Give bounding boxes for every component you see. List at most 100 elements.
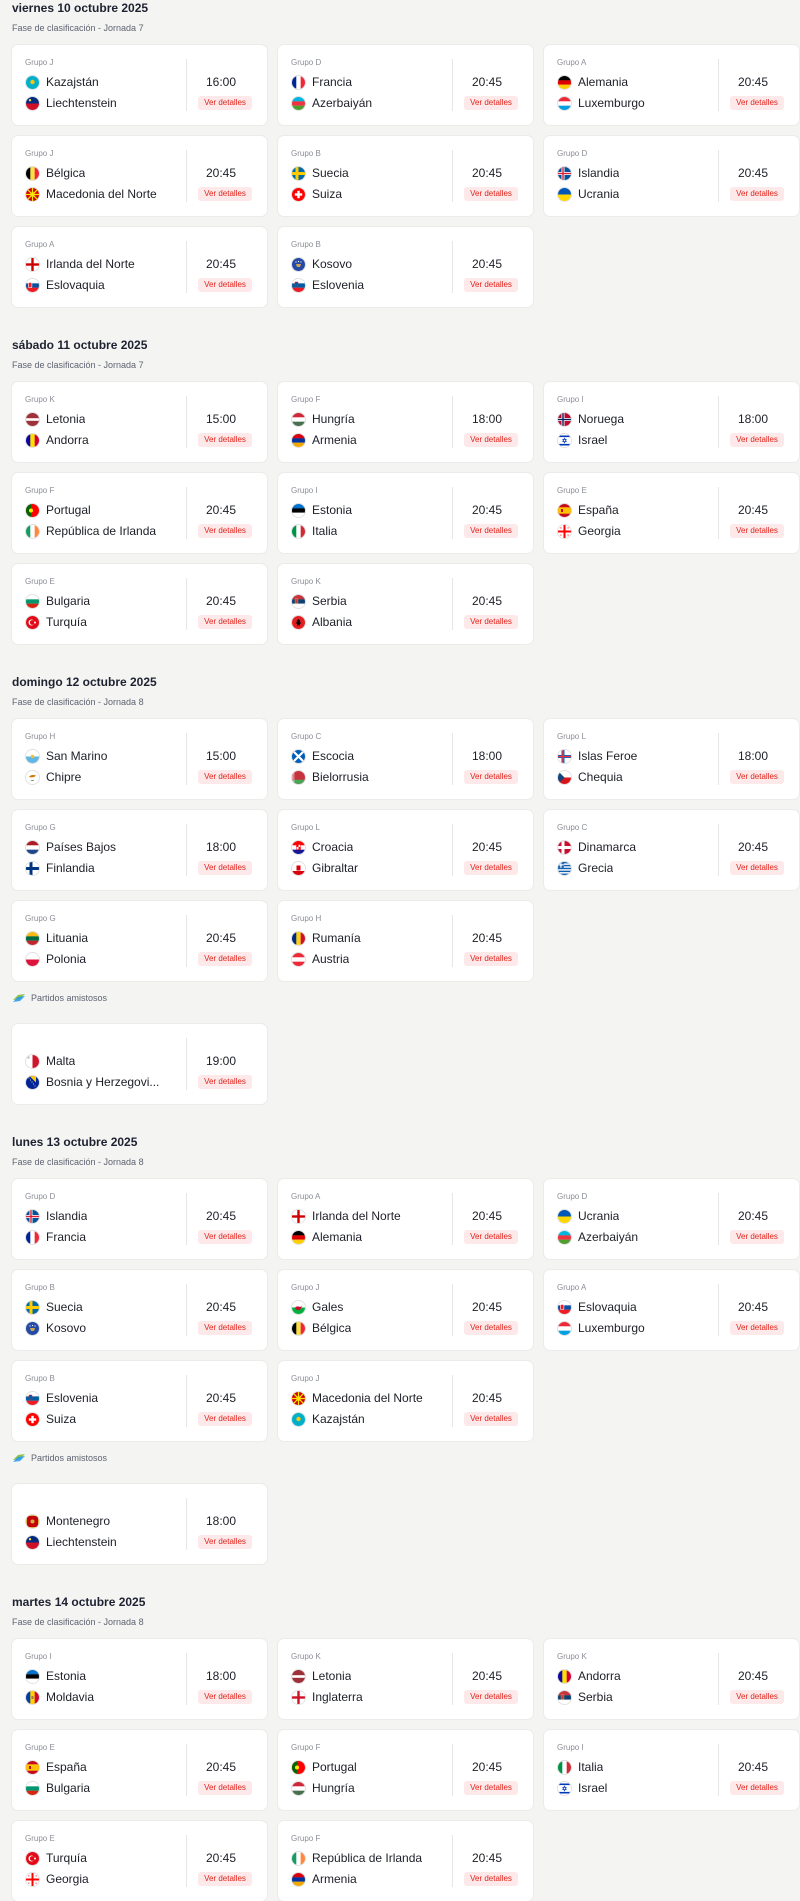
match-card[interactable]: Grupo A Eslovaquia Luxemburgo 20:45 Ver … [544,1270,799,1350]
match-card[interactable]: Grupo F República de Irlanda Armenia 20:… [278,1821,533,1901]
details-button[interactable]: Ver detalles [730,1781,784,1795]
details-button[interactable]: Ver detalles [464,1412,518,1426]
match-card[interactable]: Grupo K Serbia Albania 20:45 Ver detalle… [278,564,533,644]
match-card[interactable]: Grupo K Letonia Inglaterra 20:45 Ver det… [278,1639,533,1719]
match-card[interactable]: Grupo C Escocia Bielorrusia 18:00 Ver de… [278,719,533,799]
match-card[interactable]: Grupo I Noruega Israel 18:00 Ver detalle… [544,382,799,462]
home-team-name: Países Bajos [46,840,117,854]
details-button[interactable]: Ver detalles [198,1535,252,1549]
luxembourg-flag-icon [557,1320,572,1336]
match-card[interactable]: Grupo E Turquía Georgia 20:45 Ver detall… [12,1821,267,1901]
kickoff-time: 20:45 [471,1669,503,1683]
details-button[interactable]: Ver detalles [464,1781,518,1795]
details-button[interactable]: Ver detalles [730,1321,784,1335]
match-card[interactable]: Grupo D Ucrania Azerbaiyán 20:45 Ver det… [544,1179,799,1259]
cyprus-flag-icon [25,769,40,785]
match-card[interactable]: Grupo E España Georgia 20:45 Ver detalle… [544,473,799,553]
details-button[interactable]: Ver detalles [464,96,518,110]
details-button[interactable]: Ver detalles [464,524,518,538]
details-button[interactable]: Ver detalles [730,187,784,201]
home-team-name: Kazajstán [46,75,99,89]
match-card[interactable]: Grupo A Irlanda del Norte Alemania 20:45… [278,1179,533,1259]
match-card[interactable]: Grupo A Irlanda del Norte Eslovaquia 20:… [12,227,267,307]
match-card[interactable]: Grupo J Bélgica Macedonia del Norte 20:4… [12,136,267,216]
details-button[interactable]: Ver detalles [198,1230,252,1244]
details-button[interactable]: Ver detalles [464,1690,518,1704]
details-button[interactable]: Ver detalles [198,524,252,538]
details-button[interactable]: Ver detalles [730,96,784,110]
match-card[interactable]: Grupo F Portugal Hungría 20:45 Ver detal… [278,1730,533,1810]
azerbaijan-flag-icon [557,1229,572,1245]
details-button[interactable]: Ver detalles [198,1412,252,1426]
match-group: Grupo A [291,1192,321,1201]
match-card[interactable]: Grupo E España Bulgaria 20:45 Ver detall… [12,1730,267,1810]
details-button[interactable]: Ver detalles [730,524,784,538]
match-card[interactable]: Grupo F Portugal República de Irlanda 20… [12,473,267,553]
details-button[interactable]: Ver detalles [198,861,252,875]
details-button[interactable]: Ver detalles [198,1321,252,1335]
match-card[interactable]: Grupo I Estonia Moldavia 18:00 Ver detal… [12,1639,267,1719]
match-card[interactable]: Montenegro Liechtenstein 18:00 Ver detal… [12,1484,267,1564]
match-card[interactable]: Malta Bosnia y Herzegovi... 19:00 Ver de… [12,1024,267,1104]
match-card[interactable]: Grupo A Alemania Luxemburgo 20:45 Ver de… [544,45,799,125]
details-button[interactable]: Ver detalles [464,433,518,447]
match-card[interactable]: Grupo K Andorra Serbia 20:45 Ver detalle… [544,1639,799,1719]
away-team-name: Austria [312,952,350,966]
details-button[interactable]: Ver detalles [198,1075,252,1089]
match-card[interactable]: Grupo J Gales Bélgica 20:45 Ver detalles [278,1270,533,1350]
kickoff-time: 20:45 [471,1391,503,1405]
details-button[interactable]: Ver detalles [730,433,784,447]
estonia-flag-icon [291,502,306,518]
match-card[interactable]: Grupo G Países Bajos Finlandia 18:00 Ver… [12,810,267,890]
home-team: Portugal [291,1759,357,1775]
details-button[interactable]: Ver detalles [464,1321,518,1335]
details-button[interactable]: Ver detalles [730,770,784,784]
details-button[interactable]: Ver detalles [198,1781,252,1795]
details-button[interactable]: Ver detalles [730,1690,784,1704]
details-button[interactable]: Ver detalles [198,615,252,629]
card-divider [186,1744,187,1796]
match-card[interactable]: Grupo J Macedonia del Norte Kazajstán 20… [278,1361,533,1441]
details-button[interactable]: Ver detalles [464,278,518,292]
details-button[interactable]: Ver detalles [198,952,252,966]
match-card[interactable]: Grupo J Kazajstán Liechtenstein 16:00 Ve… [12,45,267,125]
match-card[interactable]: Grupo B Suecia Suiza 20:45 Ver detalles [278,136,533,216]
match-card[interactable]: Grupo H San Marino Chipre 15:00 Ver deta… [12,719,267,799]
match-card[interactable]: Grupo B Kosovo Eslovenia 20:45 Ver detal… [278,227,533,307]
match-card[interactable]: Grupo H Rumanía Austria 20:45 Ver detall… [278,901,533,981]
details-button[interactable]: Ver detalles [464,1230,518,1244]
details-button[interactable]: Ver detalles [198,278,252,292]
match-card[interactable]: Grupo G Lituania Polonia 20:45 Ver detal… [12,901,267,981]
details-button[interactable]: Ver detalles [464,615,518,629]
match-card[interactable]: Grupo D Islandia Francia 20:45 Ver detal… [12,1179,267,1259]
georgia-flag-icon [25,1871,40,1887]
details-button[interactable]: Ver detalles [464,1872,518,1886]
details-button[interactable]: Ver detalles [464,952,518,966]
iceland-flag-icon [25,1208,40,1224]
match-card[interactable]: Grupo C Dinamarca Grecia 20:45 Ver detal… [544,810,799,890]
details-button[interactable]: Ver detalles [198,1872,252,1886]
match-card[interactable]: Grupo L Islas Feroe Chequia 18:00 Ver de… [544,719,799,799]
match-card[interactable]: Grupo B Suecia Kosovo 20:45 Ver detalles [12,1270,267,1350]
match-card[interactable]: Grupo E Bulgaria Turquía 20:45 Ver detal… [12,564,267,644]
details-button[interactable]: Ver detalles [464,861,518,875]
kickoff-time: 18:00 [205,840,237,854]
details-button[interactable]: Ver detalles [198,433,252,447]
match-card[interactable]: Grupo K Letonia Andorra 15:00 Ver detall… [12,382,267,462]
details-button[interactable]: Ver detalles [198,187,252,201]
details-button[interactable]: Ver detalles [730,861,784,875]
match-card[interactable]: Grupo I Italia Israel 20:45 Ver detalles [544,1730,799,1810]
match-card[interactable]: Grupo D Francia Azerbaiyán 20:45 Ver det… [278,45,533,125]
details-button[interactable]: Ver detalles [198,770,252,784]
details-button[interactable]: Ver detalles [464,187,518,201]
match-card[interactable]: Grupo L Croacia Gibraltar 20:45 Ver deta… [278,810,533,890]
day-title: sábado 11 octubre 2025 [12,338,148,352]
match-card[interactable]: Grupo I Estonia Italia 20:45 Ver detalle… [278,473,533,553]
match-card[interactable]: Grupo D Islandia Ucrania 20:45 Ver detal… [544,136,799,216]
details-button[interactable]: Ver detalles [730,1230,784,1244]
match-card[interactable]: Grupo F Hungría Armenia 18:00 Ver detall… [278,382,533,462]
details-button[interactable]: Ver detalles [198,96,252,110]
details-button[interactable]: Ver detalles [464,770,518,784]
match-card[interactable]: Grupo B Eslovenia Suiza 20:45 Ver detall… [12,1361,267,1441]
details-button[interactable]: Ver detalles [198,1690,252,1704]
